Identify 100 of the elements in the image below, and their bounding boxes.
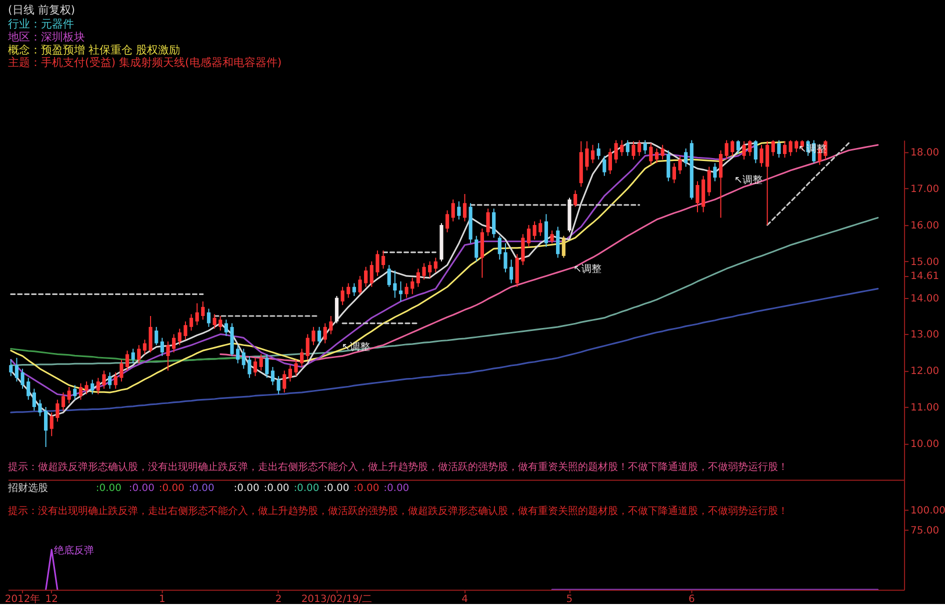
candlestick — [550, 230, 554, 244]
candlestick — [242, 348, 246, 370]
candlestick — [108, 372, 112, 390]
text: 主题：手机支付(受益) 集成射频天线(电感器和电容器件) — [8, 56, 282, 70]
y-tick-label: 15.00 — [910, 256, 940, 268]
candlestick — [416, 268, 420, 288]
candlestick — [224, 319, 228, 337]
candlestick — [771, 140, 775, 156]
candlestick — [73, 384, 77, 400]
candlestick — [148, 316, 152, 353]
annotation: :0.00 — [128, 482, 154, 494]
candlestick — [562, 235, 566, 258]
candlestick — [166, 340, 170, 372]
candlestick — [736, 140, 740, 155]
candlestick — [340, 286, 344, 306]
candlestick — [317, 326, 322, 346]
x-tick-label: 2 — [275, 594, 282, 606]
y-tick-label: 14.61 — [910, 271, 940, 282]
annotation: :0.00 — [354, 482, 380, 494]
candlestick — [329, 316, 333, 335]
candlestick — [38, 399, 42, 417]
candlestick — [556, 226, 560, 258]
candlestick — [498, 235, 502, 260]
candlestick — [585, 140, 589, 171]
annotation: ↖调整 — [573, 263, 602, 276]
candlestick — [334, 295, 339, 324]
candlestick — [20, 368, 24, 390]
x-tick-label: 2013/02/19/二 — [301, 594, 372, 606]
candlestick — [684, 148, 688, 168]
candlestick — [96, 377, 100, 395]
candlestick — [748, 140, 752, 156]
text: 概念：预盈预增 社保重仓 股权激励 — [8, 43, 180, 56]
candlestick — [451, 199, 455, 222]
candlestick — [294, 359, 298, 377]
candlestick — [376, 250, 380, 276]
candlestick — [195, 302, 199, 326]
annotation: :0.00 — [188, 482, 214, 494]
candlestick — [78, 382, 83, 400]
annotation: :0.00 — [234, 482, 260, 494]
candlestick — [794, 140, 798, 153]
chart-title: (日线 前复权) — [8, 3, 76, 16]
candlestick — [248, 356, 252, 378]
candlestick — [56, 399, 60, 422]
candlestick — [90, 379, 94, 395]
candlestick — [526, 224, 531, 248]
candlestick — [754, 140, 758, 164]
text: 地区：深圳板块 — [6, 30, 85, 44]
candlestick — [632, 140, 636, 160]
candlestick — [654, 148, 659, 164]
candlestick — [620, 140, 624, 156]
candlestick — [538, 219, 542, 236]
y-tick-label: 75.00 — [910, 525, 940, 536]
y-tick-label: 14.00 — [910, 293, 940, 304]
candlestick — [300, 348, 304, 368]
candlestick — [707, 166, 711, 196]
candlestick — [206, 308, 211, 328]
candlestick — [312, 326, 316, 346]
candlestick — [696, 180, 700, 213]
candlestick — [742, 140, 746, 160]
candlestick — [265, 354, 269, 378]
line-series — [766, 142, 850, 226]
x-tick-label: 6 — [688, 594, 695, 606]
annotation: 绝底反弹 — [54, 544, 94, 557]
candlestick — [120, 359, 124, 382]
candlestick — [393, 270, 397, 298]
candlestick — [643, 140, 647, 155]
candlestick — [212, 314, 216, 330]
candlestick — [178, 328, 182, 346]
candlestick — [137, 344, 141, 364]
candlestick — [370, 260, 374, 288]
candlestick — [782, 140, 787, 158]
candlestick — [67, 386, 71, 404]
candlestick — [184, 320, 188, 340]
y-tick-label: 12.00 — [910, 366, 940, 378]
candlestick — [788, 140, 792, 156]
candlestick — [590, 144, 595, 164]
candlestick — [666, 150, 670, 182]
annotation: 提示：没有出现明确止跌反弹，走出右侧形态不能介入，做上升趋势股，做活跃的强势股，做超跌反弹形态确认股，做有重资关照的题材股，不做下降通道股，不做弱势运行股！ — [8, 504, 788, 517]
x-tick-label: 2012年 — [4, 593, 40, 606]
candlestick — [9, 359, 13, 377]
y-tick-label: 11.00 — [910, 402, 940, 414]
candlestick — [201, 300, 205, 320]
candlestick — [532, 220, 536, 240]
annotation: :0.00 — [294, 482, 320, 494]
candlestick — [544, 214, 548, 248]
candlestick — [730, 140, 734, 156]
y-tick-label: 16.00 — [910, 220, 940, 232]
candlestick — [26, 377, 30, 400]
x-tick-label: 1 — [159, 594, 166, 606]
candlestick — [410, 277, 414, 295]
candlestick — [660, 144, 664, 160]
candlestick — [102, 370, 106, 390]
candlestick — [358, 275, 362, 295]
candlestick — [276, 376, 280, 395]
y-tick-label: 13.00 — [910, 330, 940, 341]
candlestick — [474, 235, 478, 262]
candlestick — [61, 392, 66, 412]
candlestick — [422, 262, 426, 280]
annotation: 提示：做超跌反弹形态确认股，没有出现明确止跌反弹，走出右侧形态不能介入，做上升趋势股，做活跃的强势股，做有重资关照的题材股！不做下降通道股，不做弱势运行股！ — [8, 460, 788, 473]
candlestick — [521, 234, 525, 266]
